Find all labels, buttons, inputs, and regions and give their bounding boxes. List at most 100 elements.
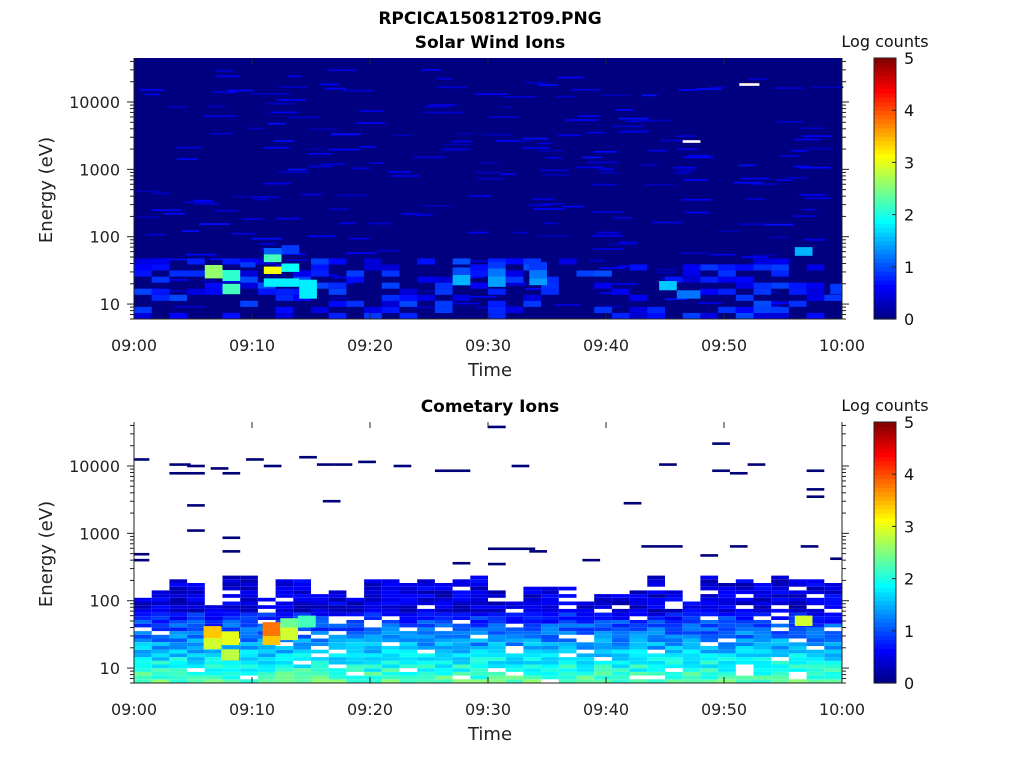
x-tick-label: 09:20 (347, 700, 393, 719)
panel-title: Cometary Ions (421, 397, 560, 417)
noise-cell (558, 134, 582, 137)
spectrogram-cell (187, 638, 205, 643)
spectrogram-cell (523, 594, 542, 598)
spectrogram-cell (735, 620, 754, 624)
spectrogram-cell (328, 634, 347, 639)
spectrogram-cell (611, 657, 630, 661)
spectrogram-cell (718, 668, 736, 672)
spectrogram-cell (523, 671, 542, 676)
spectrogram-cell (134, 634, 152, 639)
colorbar-segment (874, 635, 896, 641)
spectrogram-cell (257, 668, 276, 672)
spectrogram-cell (222, 258, 241, 265)
spectrogram-cell (611, 664, 630, 669)
noise-cell (288, 168, 307, 171)
spectrogram-cell (665, 594, 683, 598)
spectrogram-cell (346, 660, 365, 665)
spectrogram-cell (470, 631, 488, 635)
spectrogram-cell (204, 616, 223, 620)
noise-cell (413, 306, 437, 309)
noise-cell (264, 182, 291, 185)
spectrogram-cell (240, 668, 258, 672)
sparse-count-dash (488, 547, 536, 551)
spectrogram-cell (576, 631, 595, 635)
spectrogram-cell (700, 608, 719, 613)
spectrogram-cell (381, 620, 400, 624)
spectrogram-cell (328, 657, 347, 661)
spectrogram-cell (470, 270, 488, 277)
noise-cell (200, 279, 217, 282)
spectrogram-cell (364, 675, 382, 680)
spectrogram-cell (151, 608, 170, 613)
noise-cell (810, 86, 844, 88)
spectrogram-cell (594, 594, 612, 598)
spectrogram-cell (346, 642, 365, 646)
sparse-count-dash (452, 561, 471, 565)
spectrogram-cell (771, 306, 789, 313)
spectrogram-cell (788, 653, 807, 658)
spectrogram-cell (293, 649, 311, 654)
spectrogram-cell (700, 631, 719, 635)
spectrogram-cell (381, 634, 400, 639)
spectrogram-cell (558, 612, 577, 617)
colorbar-segment (874, 271, 896, 277)
spectrogram-cell (505, 679, 524, 683)
spectrogram-cell (682, 276, 701, 283)
colorbar-segment (874, 184, 896, 190)
noise-cell (138, 216, 160, 218)
y-tick-label: 1000 (79, 524, 120, 543)
spectrogram-cell (771, 575, 789, 580)
spectrogram-cell (204, 288, 223, 295)
noise-cell (507, 281, 527, 284)
spectrogram-cell (718, 288, 736, 295)
colorbar-segment (874, 426, 896, 432)
noise-cell (528, 204, 550, 207)
spectrogram-cell (824, 294, 842, 301)
spectrogram-cell (753, 649, 772, 654)
spectrogram-cell (275, 660, 294, 665)
colorbar-segment (874, 153, 896, 159)
noise-cell (163, 212, 185, 215)
spectrogram-cell (151, 623, 170, 628)
spectrogram-cell (346, 620, 365, 624)
colorbar-segment (874, 162, 896, 168)
spectrogram-cell (275, 646, 294, 650)
colorbar-segment (874, 495, 896, 501)
spectrogram-cell (541, 646, 559, 650)
spectrogram-cell (523, 597, 542, 602)
noise-cell (586, 161, 619, 164)
noise-cell (421, 69, 441, 71)
spectrogram-cell (771, 634, 789, 639)
spectrogram-cell (735, 623, 754, 628)
spectrogram-cell (240, 605, 258, 609)
hot-cell (203, 626, 222, 638)
spectrogram-cell (187, 586, 205, 591)
colorbar-segment (874, 517, 896, 523)
spectrogram-cell (523, 608, 542, 613)
spectrogram-cell (399, 634, 418, 639)
noise-cell (203, 115, 237, 118)
spectrogram-cell (488, 623, 506, 628)
spectrogram-cell (682, 679, 701, 683)
colorbar-segment (874, 136, 896, 142)
noise-cell (451, 86, 467, 89)
spectrogram-cell (364, 679, 382, 683)
spectrogram-cell (806, 657, 825, 661)
noise-cell (322, 274, 338, 277)
spectrogram-cell (541, 586, 559, 591)
spectrogram-cell (718, 653, 736, 658)
spectrogram-cell (735, 312, 754, 319)
spectrogram-cell (594, 306, 612, 313)
spectrogram-cell (240, 258, 258, 265)
spectrogram-cell (364, 612, 382, 617)
spectrogram-cell (611, 616, 630, 620)
noise-cell (441, 149, 465, 151)
spectrogram-cell (417, 594, 435, 598)
noise-cell (794, 138, 821, 141)
spectrogram-cell (293, 642, 311, 646)
spectrogram-cell (240, 638, 258, 643)
spectrogram-cell (364, 579, 382, 583)
hot-cell (262, 622, 281, 636)
spectrogram-cell (470, 620, 488, 624)
spectrogram-cell (134, 605, 152, 609)
